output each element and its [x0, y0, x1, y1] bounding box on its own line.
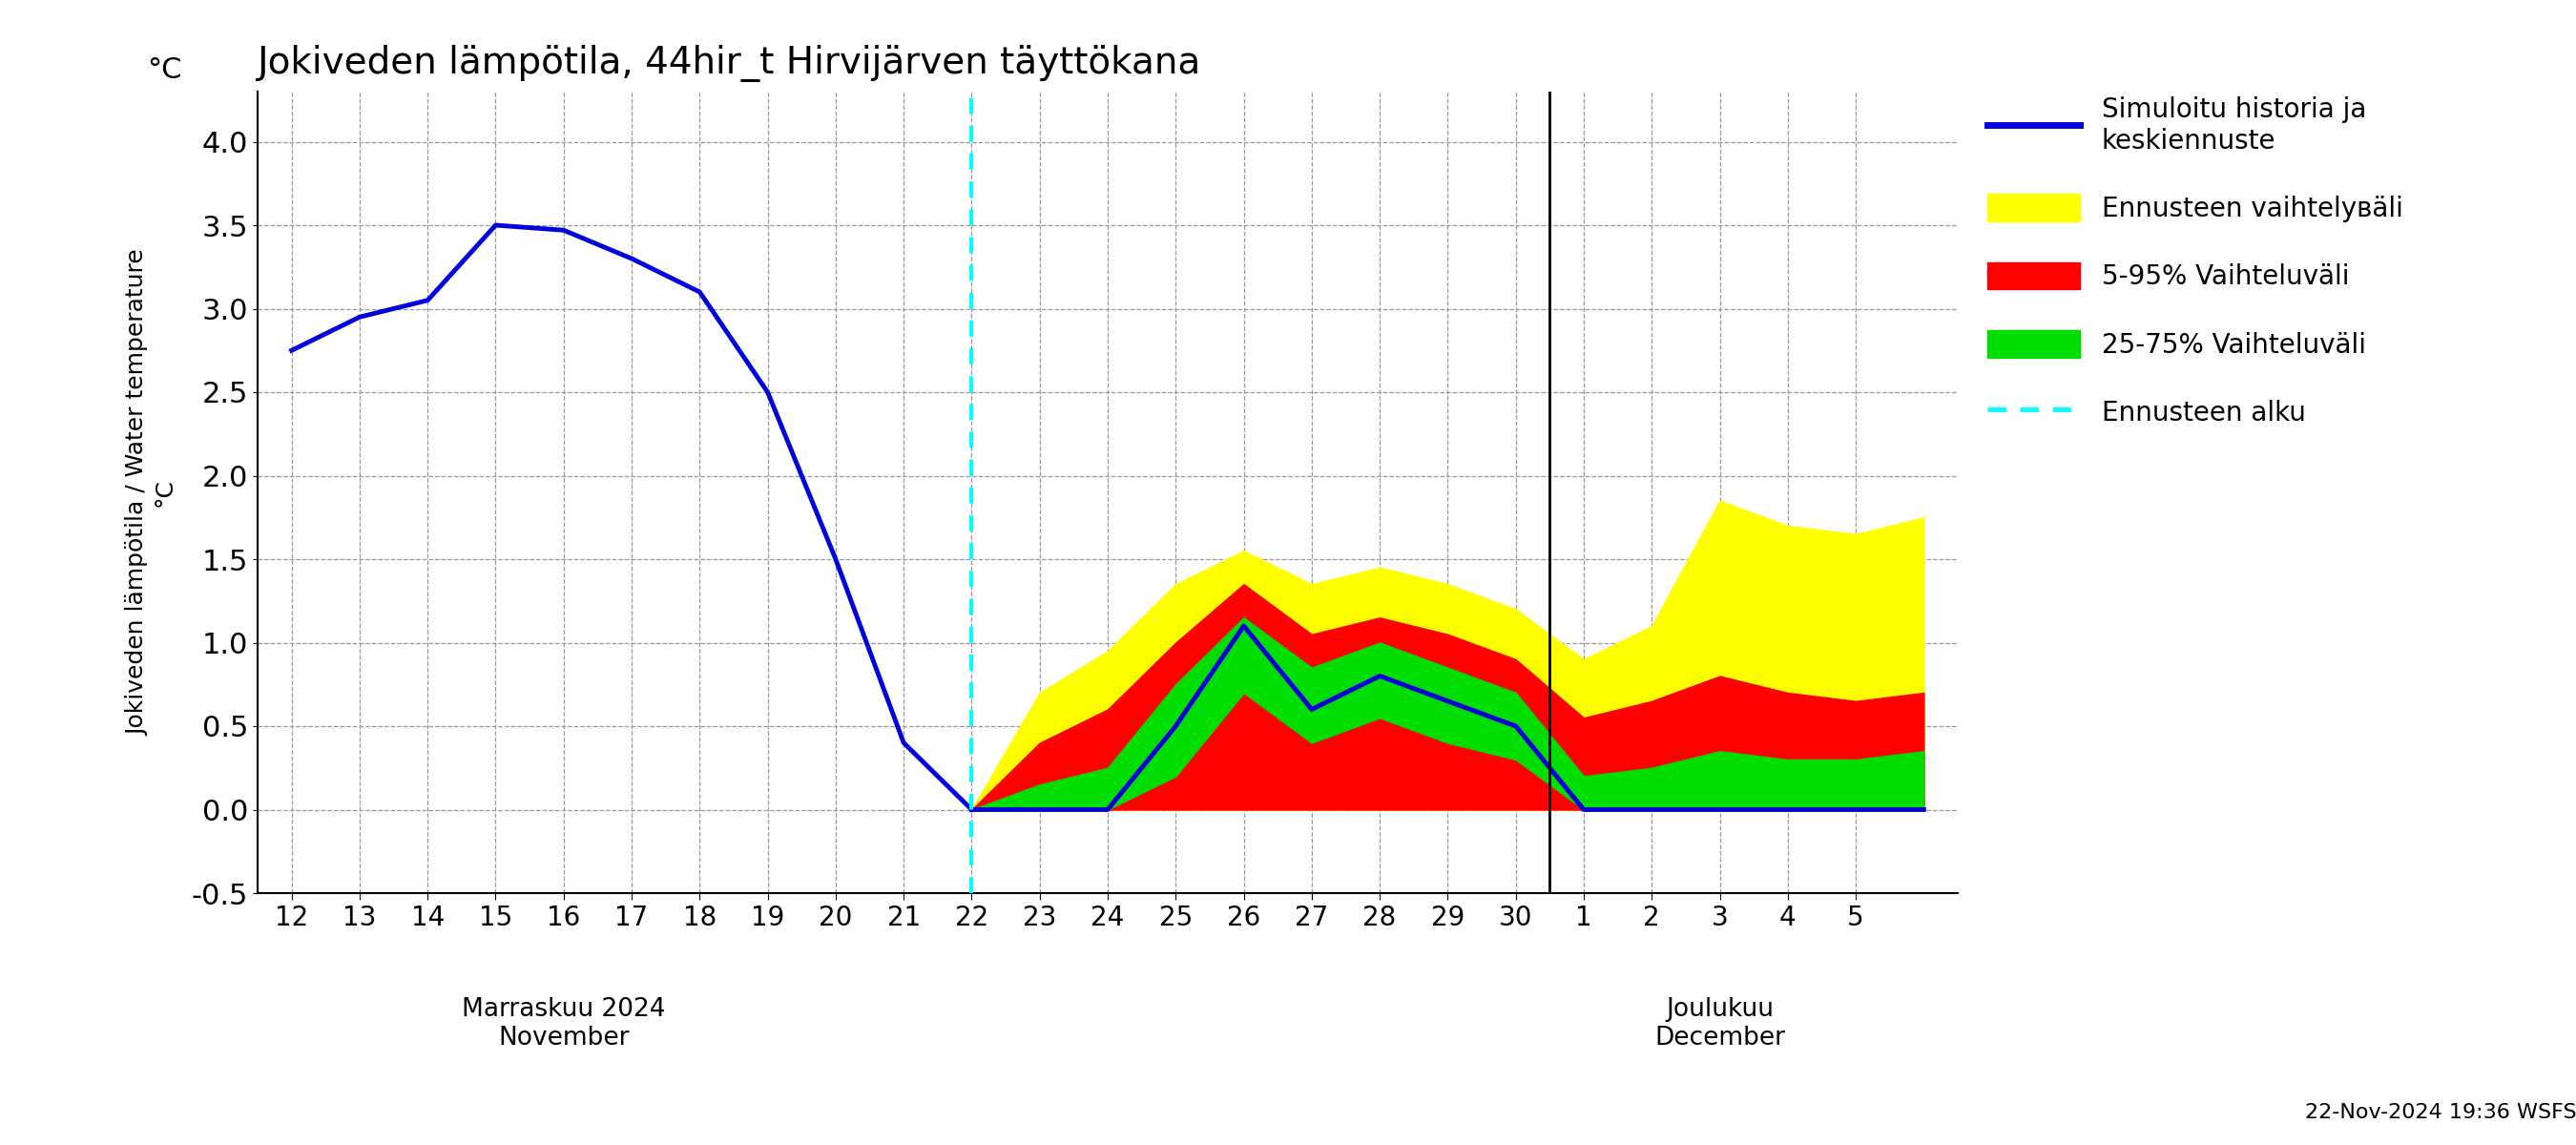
Legend: Simuloitu historia ja
keskiennuste, Ennusteen vaihtelувäli, 5-95% Vaihteluväli, : Simuloitu historia ja keskiennuste, Ennu…	[1978, 89, 2411, 434]
Text: Marraskuu 2024
November: Marraskuu 2024 November	[461, 997, 665, 1051]
Text: 22-Nov-2024 19:36 WSFS-O: 22-Nov-2024 19:36 WSFS-O	[2306, 1103, 2576, 1122]
Y-axis label: Jokiveden lämpötila / Water temperature
°C: Jokiveden lämpötila / Water temperature …	[126, 250, 175, 735]
Text: °C: °C	[147, 56, 180, 84]
Text: Joulukuu
December: Joulukuu December	[1654, 997, 1785, 1051]
Text: Jokiveden lämpötila, 44hir_t Hirvijärven täyttökana: Jokiveden lämpötila, 44hir_t Hirvijärven…	[258, 45, 1200, 81]
